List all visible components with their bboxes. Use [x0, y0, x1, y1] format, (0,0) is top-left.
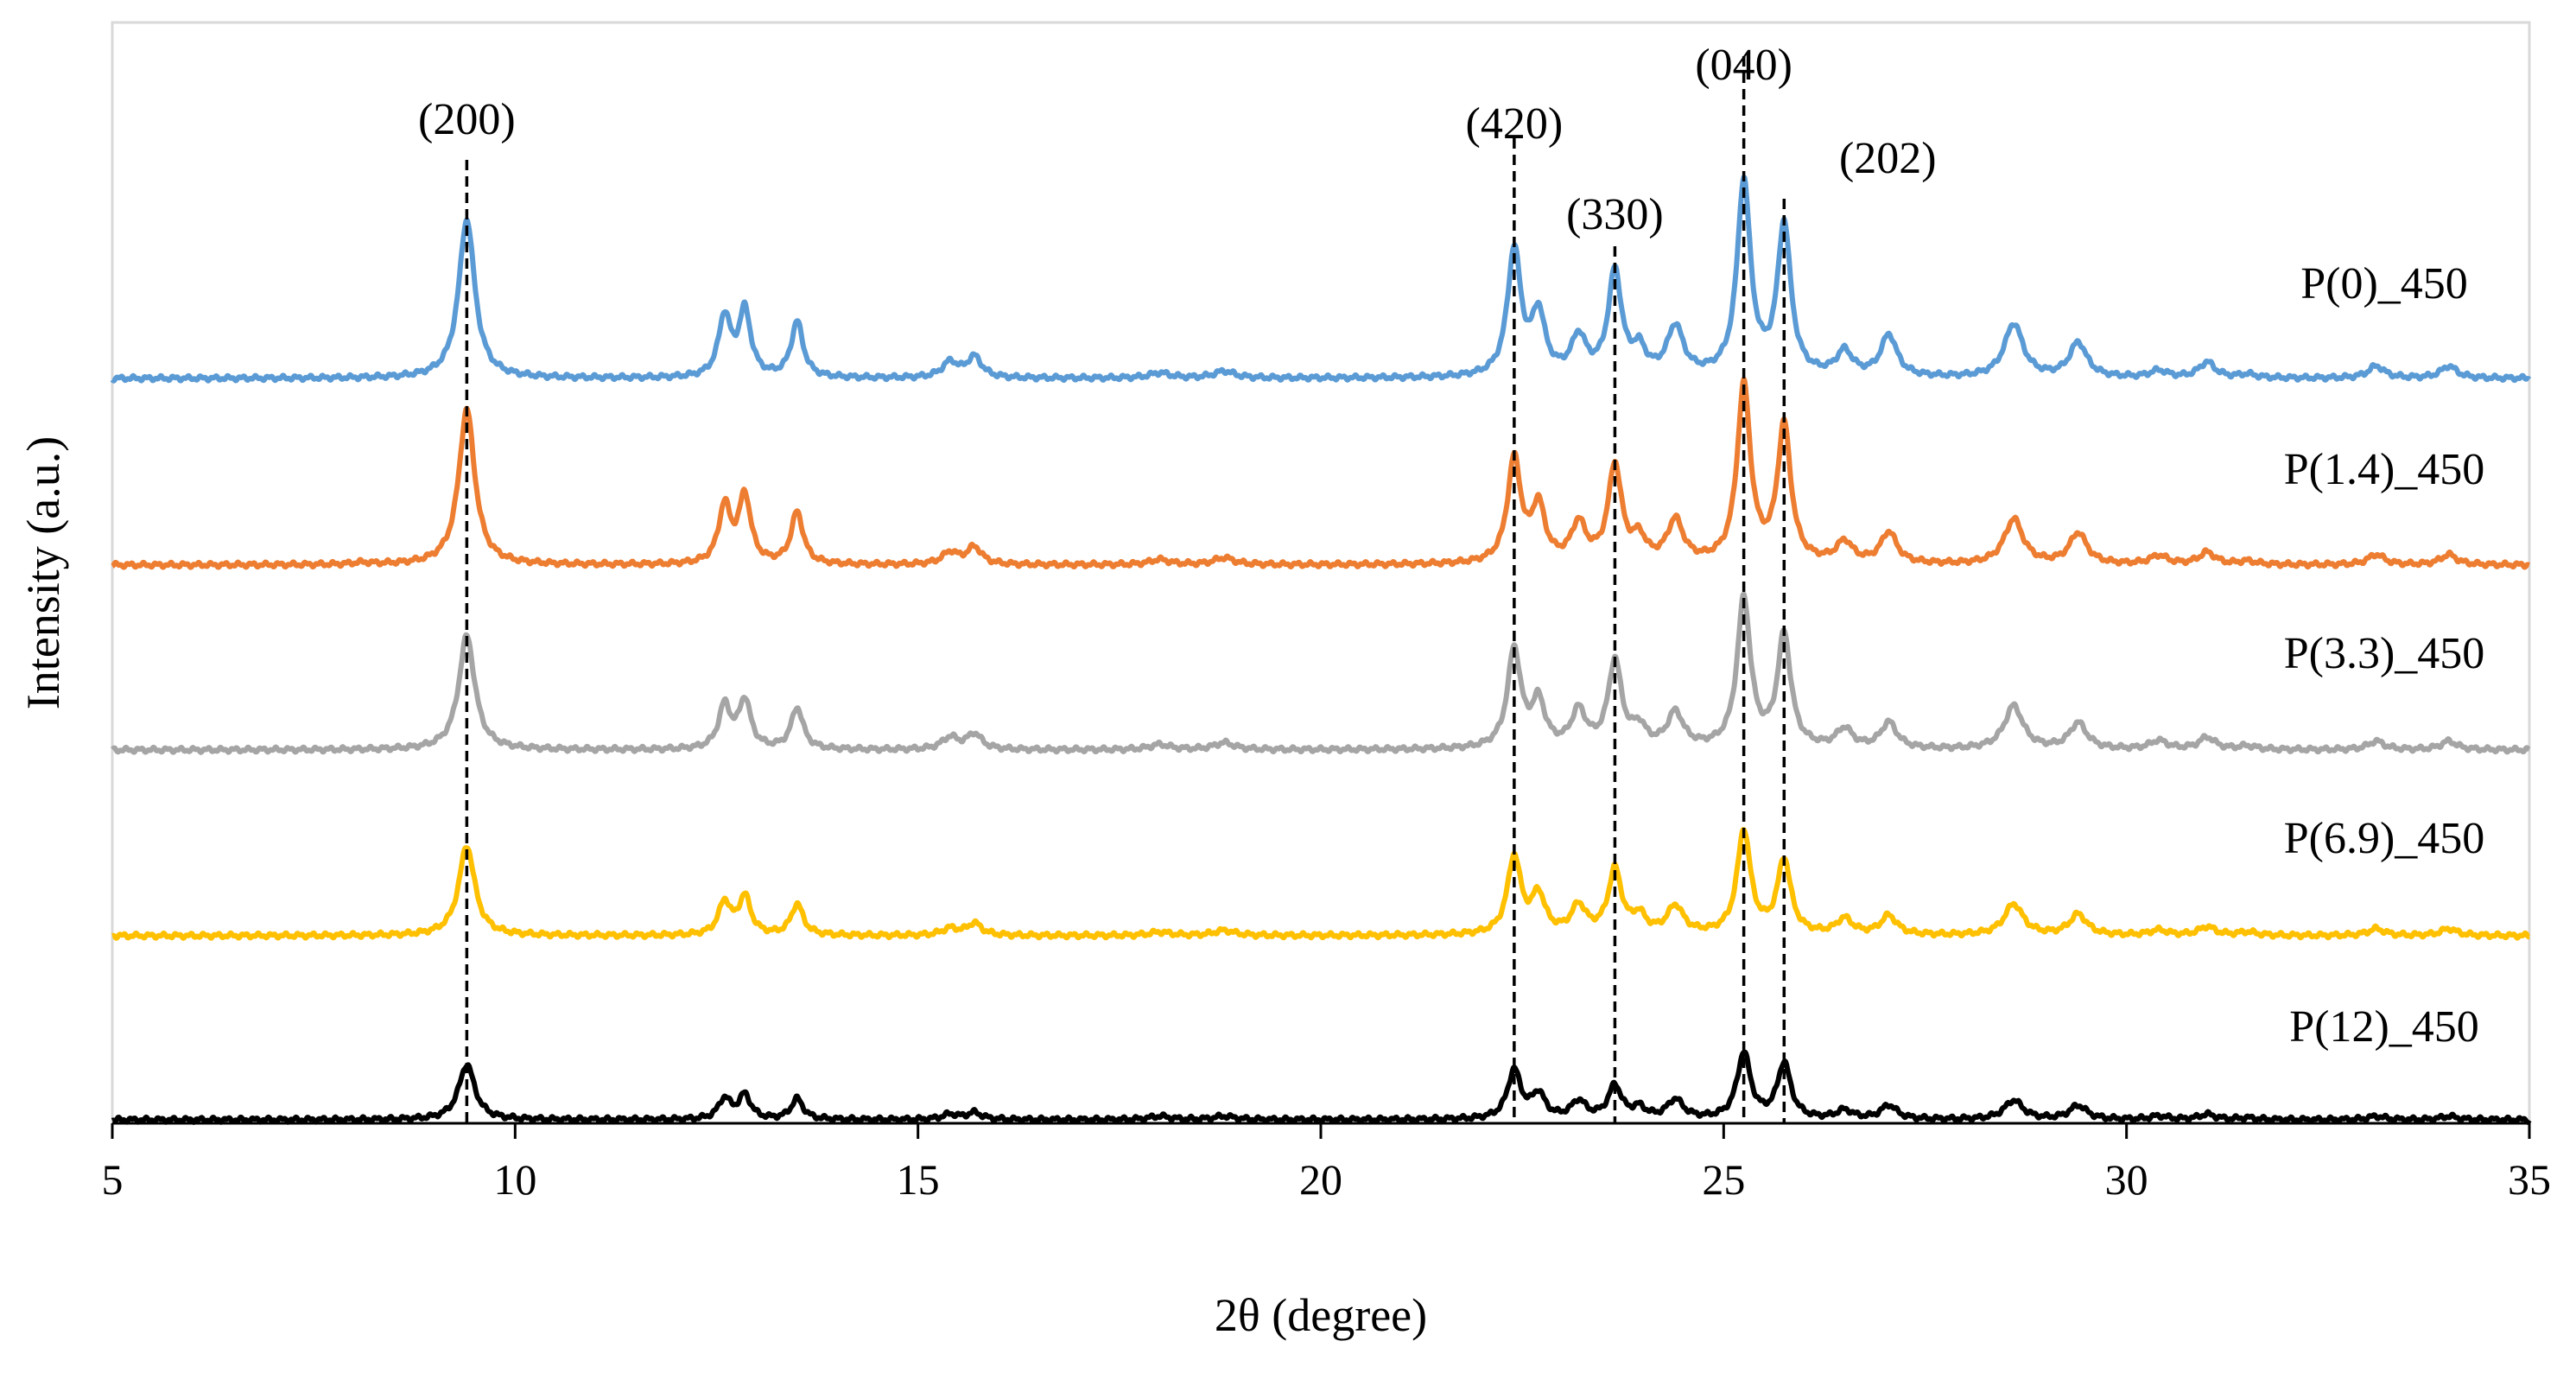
series-labels: P(0)_450 P(1.4)_450 P(3.3)_450 P(6.9)_450 P(… — [2284, 259, 2485, 1052]
peak-annotations: (200) (420)(330) (040) (202) — [418, 41, 1937, 1123]
x-tick-label-0: 5 — [102, 1155, 124, 1204]
peak-label-1: (200) — [418, 95, 516, 144]
peak-label-4: (040) — [1695, 41, 1792, 90]
series-label-5: P(12)_450 — [2289, 1002, 2479, 1052]
plot-frame — [111, 21, 2531, 1125]
series-line-4 — [110, 827, 2532, 941]
y-axis-title: Intensity (a.u.) — [17, 436, 69, 709]
series-label-3: P(3.3)_450 — [2284, 629, 2485, 678]
series-label-1: P(0)_450 — [2300, 259, 2468, 308]
x-axis-title: 2θ (degree) — [1215, 1289, 1427, 1341]
peak-label-3: (330) — [1566, 190, 1664, 239]
x-tick-label-6: 35 — [2508, 1155, 2551, 1204]
x-axis: 5 10 15 20 25 30 35 — [102, 1122, 2551, 1204]
series-line-3 — [110, 591, 2532, 755]
x-tick-label-5: 30 — [2105, 1155, 2148, 1204]
series-line-2 — [110, 376, 2532, 570]
x-tick-label-2: 15 — [897, 1155, 940, 1204]
peak-label-5: (202) — [1839, 134, 1937, 183]
peak-label-2: (420) — [1466, 99, 1564, 149]
x-tick-label-1: 10 — [493, 1155, 536, 1204]
series-line-5 — [110, 1049, 2532, 1125]
series-line-1 — [110, 174, 2532, 384]
series-label-4: P(6.9)_450 — [2284, 814, 2485, 863]
x-tick-label-4: 25 — [1702, 1155, 1745, 1204]
series-label-2: P(1.4)_450 — [2284, 445, 2485, 494]
x-tick-label-3: 20 — [1299, 1155, 1342, 1204]
series-layer — [110, 174, 2532, 1125]
